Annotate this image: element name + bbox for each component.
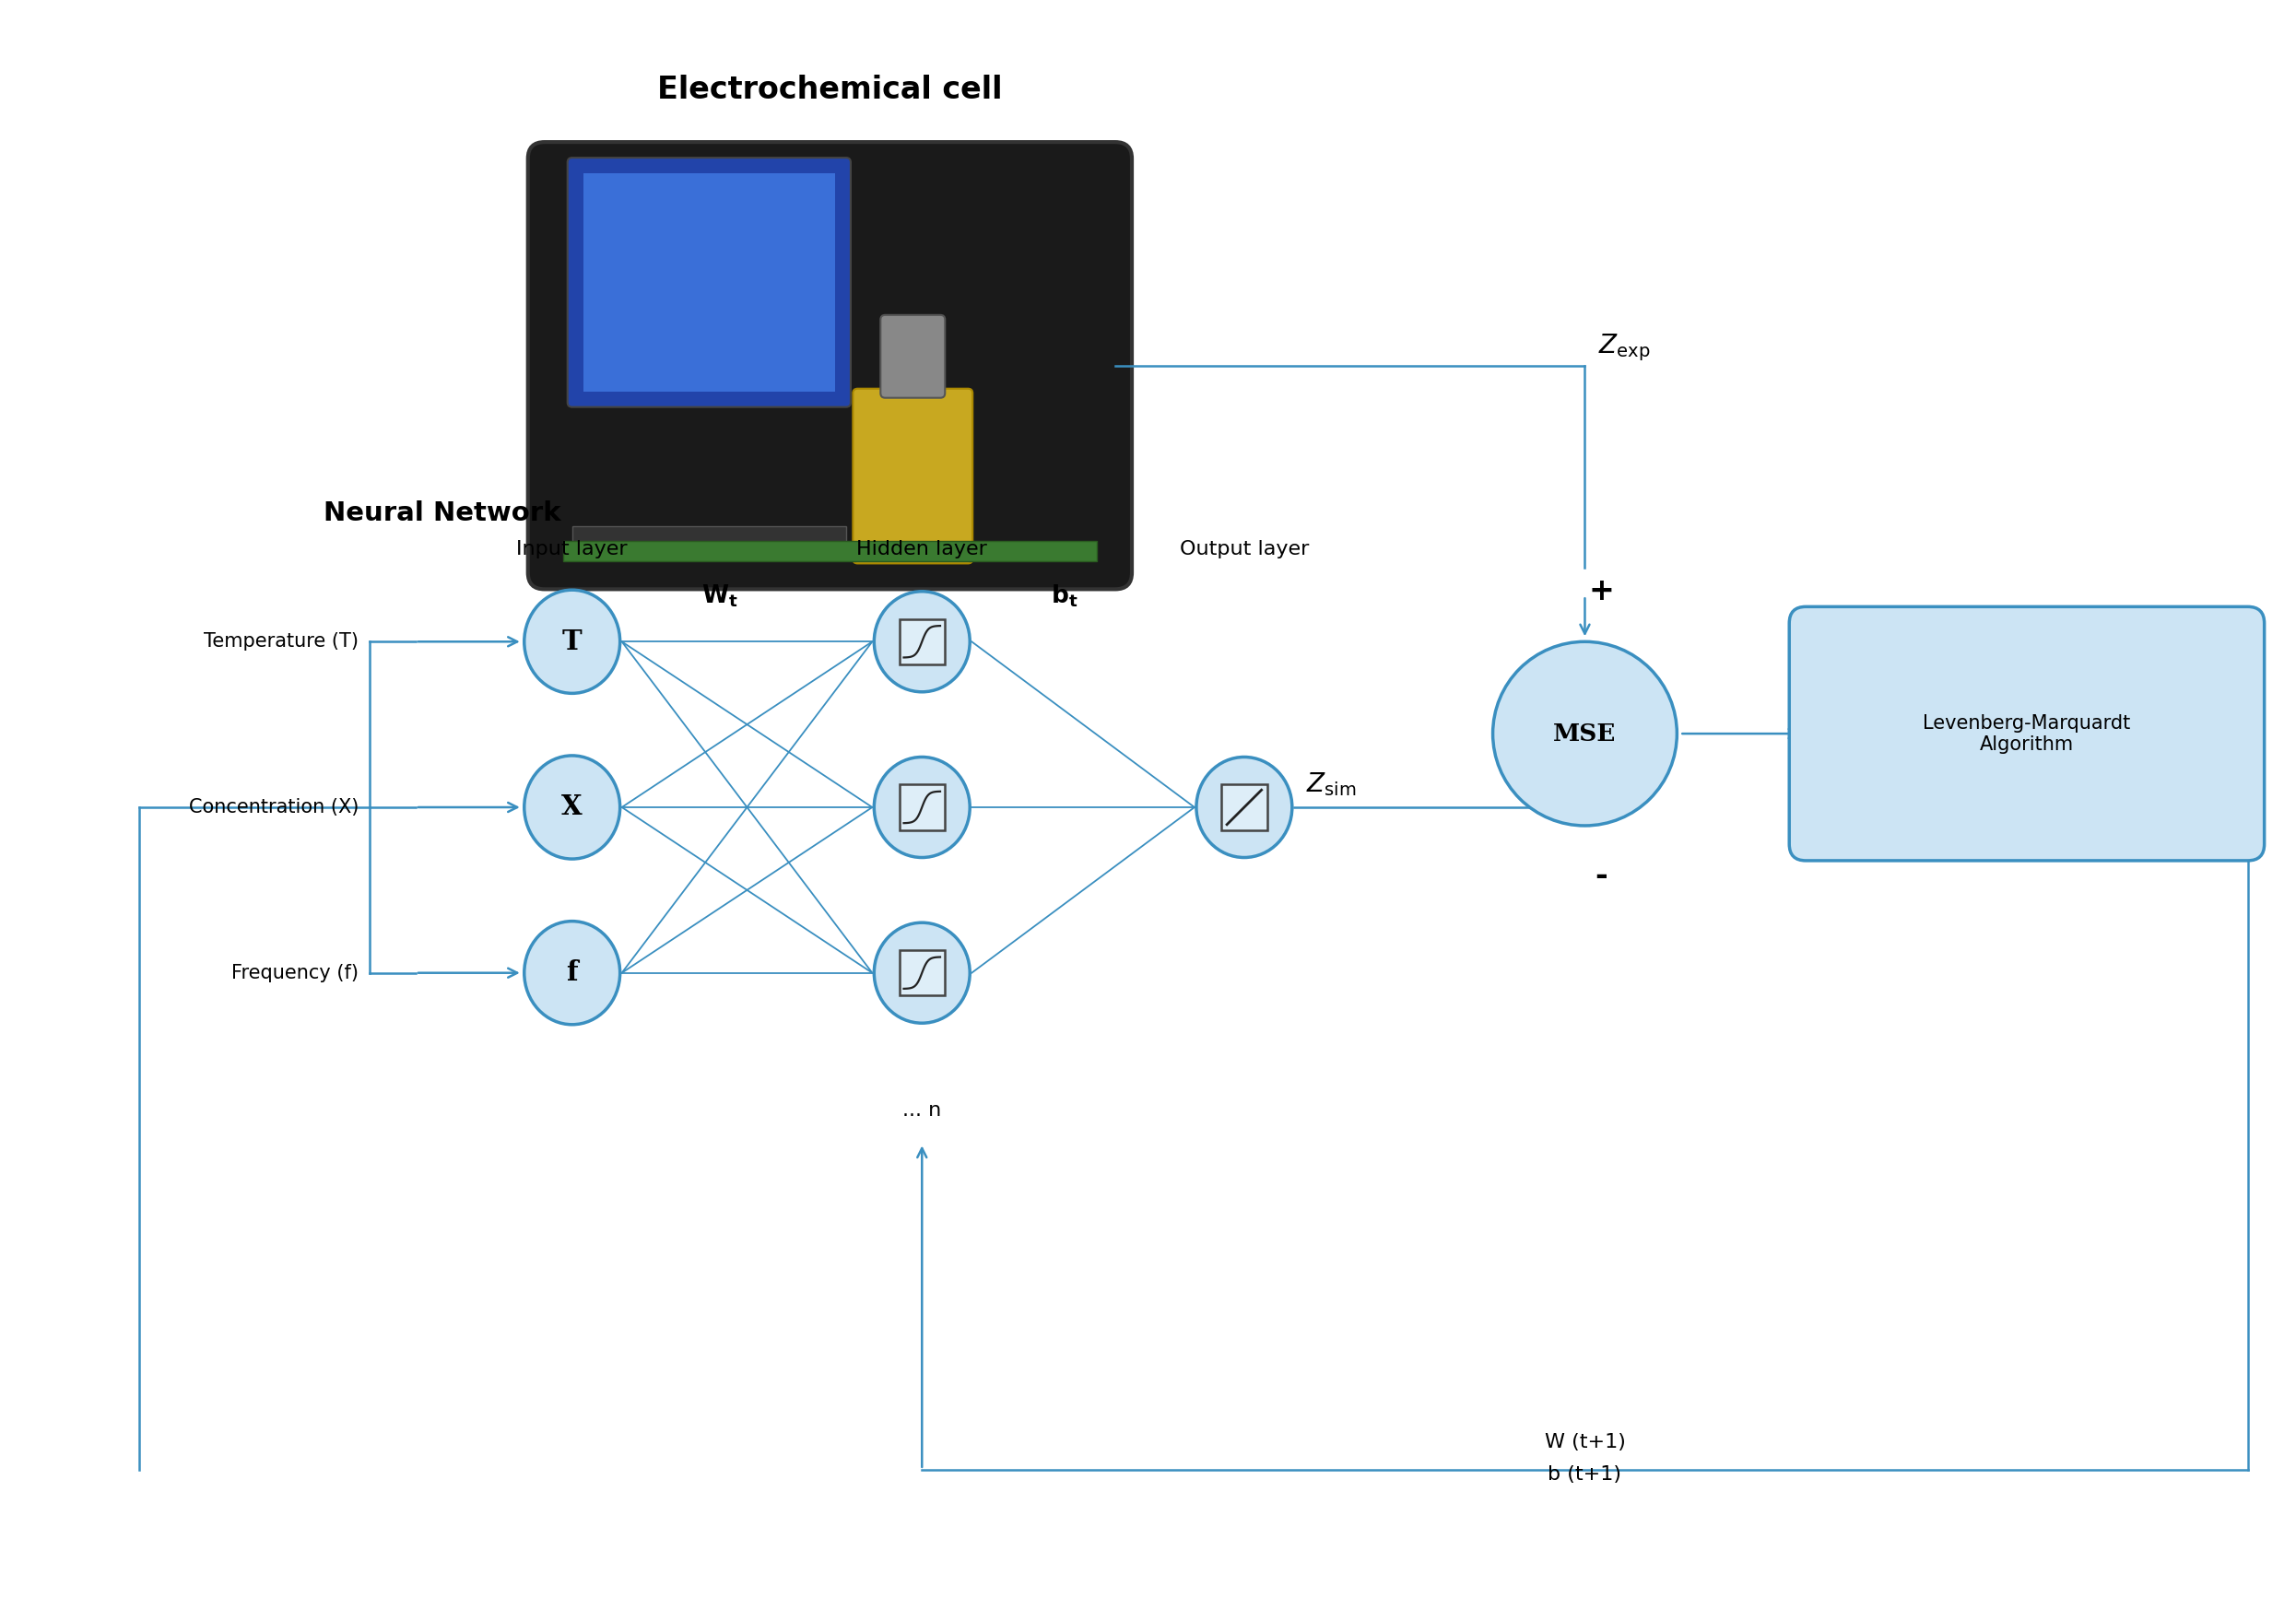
FancyBboxPatch shape — [567, 158, 852, 407]
FancyBboxPatch shape — [852, 389, 974, 563]
FancyBboxPatch shape — [882, 315, 946, 397]
FancyBboxPatch shape — [900, 619, 944, 665]
FancyBboxPatch shape — [1221, 785, 1267, 830]
Text: f: f — [567, 959, 579, 986]
FancyBboxPatch shape — [583, 174, 836, 391]
FancyBboxPatch shape — [572, 526, 847, 558]
FancyBboxPatch shape — [563, 541, 1097, 562]
FancyBboxPatch shape — [528, 142, 1132, 589]
Ellipse shape — [875, 922, 969, 1023]
Text: +: + — [1589, 576, 1614, 607]
Text: $\mathbf{W_t}$: $\mathbf{W_t}$ — [700, 582, 737, 608]
Text: Output layer: Output layer — [1180, 541, 1309, 558]
Text: $Z_{\rm sim}$: $Z_{\rm sim}$ — [1306, 771, 1357, 798]
Text: $\mathbf{b_t}$: $\mathbf{b_t}$ — [1052, 582, 1079, 608]
Text: Temperature (T): Temperature (T) — [204, 632, 358, 652]
Text: Neural Network: Neural Network — [324, 500, 560, 526]
Text: b (t+1): b (t+1) — [1548, 1466, 1621, 1483]
Ellipse shape — [1196, 756, 1293, 858]
Text: Concentration (X): Concentration (X) — [188, 798, 358, 816]
Text: Frequency (f): Frequency (f) — [232, 964, 358, 981]
Text: Input layer: Input layer — [517, 541, 627, 558]
Ellipse shape — [875, 592, 969, 692]
Text: -: - — [1596, 861, 1607, 891]
Text: $Z_{\rm exp}$: $Z_{\rm exp}$ — [1598, 331, 1651, 362]
Ellipse shape — [523, 922, 620, 1025]
Text: Hidden layer: Hidden layer — [856, 541, 987, 558]
Text: X: X — [563, 793, 583, 821]
Ellipse shape — [523, 591, 620, 693]
Text: MSE: MSE — [1554, 722, 1616, 745]
FancyBboxPatch shape — [900, 951, 944, 996]
Text: ... n: ... n — [902, 1102, 941, 1120]
FancyBboxPatch shape — [1789, 607, 2264, 861]
Text: W (t+1): W (t+1) — [1545, 1434, 1626, 1451]
FancyBboxPatch shape — [900, 785, 944, 830]
Text: T: T — [563, 628, 583, 655]
Ellipse shape — [875, 756, 969, 858]
Text: Electrochemical cell: Electrochemical cell — [657, 74, 1003, 105]
Text: Levenberg-Marquardt
Algorithm: Levenberg-Marquardt Algorithm — [1924, 714, 2131, 753]
Ellipse shape — [523, 756, 620, 859]
Circle shape — [1492, 642, 1676, 825]
